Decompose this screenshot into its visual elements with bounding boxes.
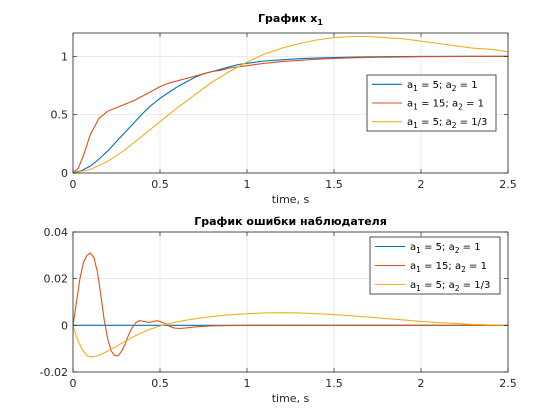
x-tick-label: 0.5 [151, 377, 169, 390]
series-line-2 [73, 252, 508, 357]
series-group [73, 252, 508, 358]
legend-entry-1: a1 = 5; a2 = 1 [407, 80, 478, 93]
x-tick-label: 2 [418, 178, 425, 191]
axes-box [72, 32, 509, 174]
legend: a1 = 5; a2 = 1 a1 = 15; a2 = 1 a1 = 5; a2 … [366, 74, 497, 132]
y-tick-label: 0.02 [44, 273, 69, 286]
legend-entry-2: a1 = 15; a2 = 1 [410, 261, 487, 274]
chart-title: График ошибки наблюдателя [194, 215, 387, 228]
x-axis-label: time, s [272, 392, 310, 405]
legend-entry-3: a1 = 5; a2 = 1/3 [410, 280, 490, 293]
x-tick-label: 1.5 [325, 377, 343, 390]
x-tick-label: 0 [70, 377, 77, 390]
y-tick-label: 1 [61, 50, 68, 63]
x-tick-label: 2.5 [499, 178, 517, 191]
x-tick-label: 2 [418, 377, 425, 390]
x-tick-label: 0 [70, 178, 77, 191]
y-tick-label: 0.04 [44, 226, 69, 239]
series-line-3 [73, 35, 508, 173]
y-tick-label: -0.02 [40, 366, 68, 379]
x-tick-label: 0.5 [151, 178, 169, 191]
x-tick-label: 2.5 [499, 377, 517, 390]
x-tick-label: 1.5 [325, 178, 343, 191]
y-tick-label: 0 [61, 167, 68, 180]
legend: a1 = 5; a2 = 1 a1 = 15; a2 = 1 a1 = 5; a2 … [369, 236, 501, 295]
series-group [73, 35, 508, 173]
y-tick-label: 0.5 [51, 109, 69, 122]
chart-1: 0 0.5 1 1.5 2 2.5 0 0.5 1 time, s График x1 a1 = 5;… [51, 12, 517, 206]
legend-entry-1: a1 = 5; a2 = 1 [410, 242, 481, 255]
x-axis-label: time, s [272, 193, 310, 206]
legend-entry-3: a1 = 5; a2 = 1/3 [407, 117, 487, 130]
axes-box [72, 231, 509, 373]
legend-entry-2: a1 = 15; a2 = 1 [407, 99, 484, 112]
y-tick-label: 0 [61, 319, 68, 332]
series-line-2 [73, 55, 508, 173]
x-tick-label: 1 [244, 178, 251, 191]
series-line-3 [73, 312, 508, 358]
x-tick-label: 1 [244, 377, 251, 390]
chart-title: График x1 [258, 12, 323, 27]
